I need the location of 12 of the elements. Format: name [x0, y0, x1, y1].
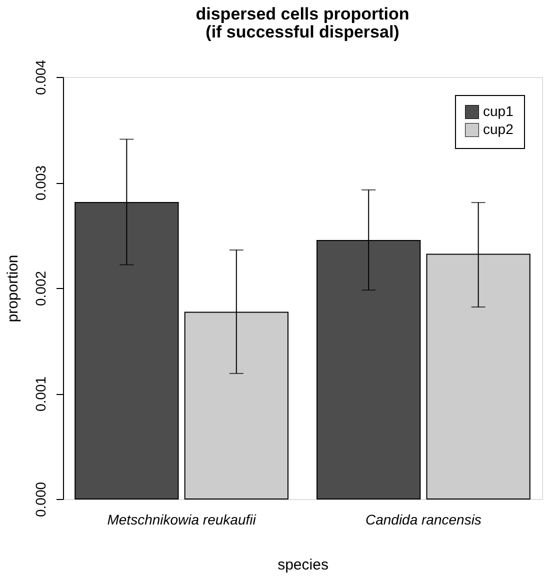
chart-title: dispersed cells proportion (if successful dispersal): [196, 4, 410, 42]
y-tick-label: 0.003: [32, 165, 48, 201]
y-tick-label: 0.000: [32, 482, 48, 518]
x-tick-label: Metschnikowia reukaufii: [107, 512, 257, 528]
x-tick-label: Candida rancensis: [365, 512, 482, 528]
y-axis-title: proportion: [4, 254, 22, 322]
legend-label: cup2: [483, 121, 514, 137]
x-axis-title: species: [278, 556, 328, 574]
y-tick-label: 0.002: [32, 270, 48, 306]
y-tick-label: 0.001: [32, 376, 48, 412]
legend-label: cup1: [483, 103, 514, 119]
y-tick-label: 0.004: [32, 60, 48, 96]
